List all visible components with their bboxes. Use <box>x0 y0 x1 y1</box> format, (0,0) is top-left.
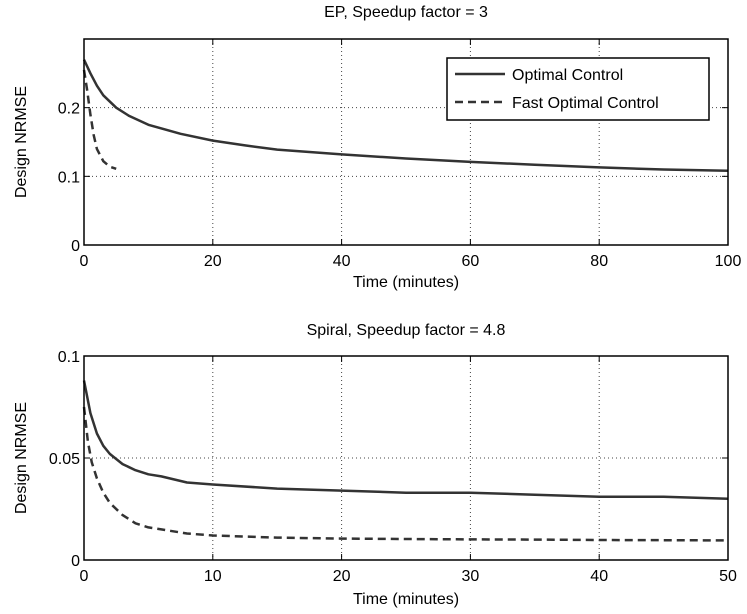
x-tick-label: 100 <box>715 253 742 270</box>
optimal-control-line <box>82 59 729 173</box>
x-tick-label: 40 <box>333 253 351 270</box>
bottom-y-axis-label: Design NRMSE <box>13 402 30 514</box>
y-tick-label: 0 <box>71 238 80 255</box>
x-tick-label: 20 <box>204 253 222 270</box>
y-tick-label: 0.2 <box>58 101 80 118</box>
fast-optimal-control-line <box>82 69 117 170</box>
top-x-ticks: 0 20 40 60 80 100 <box>80 39 742 270</box>
legend-box <box>446 57 710 121</box>
x-tick-label: 0 <box>80 568 89 585</box>
top-y-ticks: 0 0.1 0.2 <box>58 101 728 255</box>
y-tick-label: 0 <box>71 553 80 570</box>
bottom-grid <box>84 355 728 560</box>
x-tick-label: 60 <box>462 253 480 270</box>
y-tick-label: 0.05 <box>49 451 80 468</box>
bottom-x-axis-label: Time (minutes) <box>353 591 459 608</box>
top-subplot: EP, Speedup factor = 3 0 20 40 60 80 100 0 0.1… <box>13 4 741 291</box>
y-tick-label: 0.1 <box>58 349 80 366</box>
bottom-x-ticks: 0 10 20 30 40 50 <box>80 356 737 585</box>
fast-optimal-control-line <box>82 406 729 542</box>
legend: Optimal Control Fast Optimal Control <box>446 57 710 121</box>
x-tick-label: 10 <box>204 568 222 585</box>
x-tick-label: 50 <box>719 568 737 585</box>
legend-label-optimal: Optimal Control <box>512 67 623 84</box>
bottom-y-ticks: 0 0.05 0.1 <box>49 349 728 570</box>
x-tick-label: 80 <box>590 253 608 270</box>
legend-label-fast: Fast Optimal Control <box>512 95 659 112</box>
bottom-plot-area <box>82 380 729 542</box>
bottom-subplot-title: Spiral, Speedup factor = 4.8 <box>307 322 506 339</box>
x-tick-label: 20 <box>333 568 351 585</box>
top-x-axis-label: Time (minutes) <box>353 274 459 291</box>
top-axes-box <box>83 38 729 246</box>
optimal-control-line <box>82 380 729 501</box>
bottom-subplot: Spiral, Speedup factor = 4.8 0 10 20 30 40 50… <box>13 322 737 608</box>
top-subplot-title: EP, Speedup factor = 3 <box>324 4 488 21</box>
x-tick-label: 0 <box>80 253 89 270</box>
y-tick-label: 0.1 <box>58 169 80 186</box>
x-tick-label: 30 <box>462 568 480 585</box>
top-y-axis-label: Design NRMSE <box>13 86 30 198</box>
x-tick-label: 40 <box>590 568 608 585</box>
top-plot-area <box>82 59 729 173</box>
